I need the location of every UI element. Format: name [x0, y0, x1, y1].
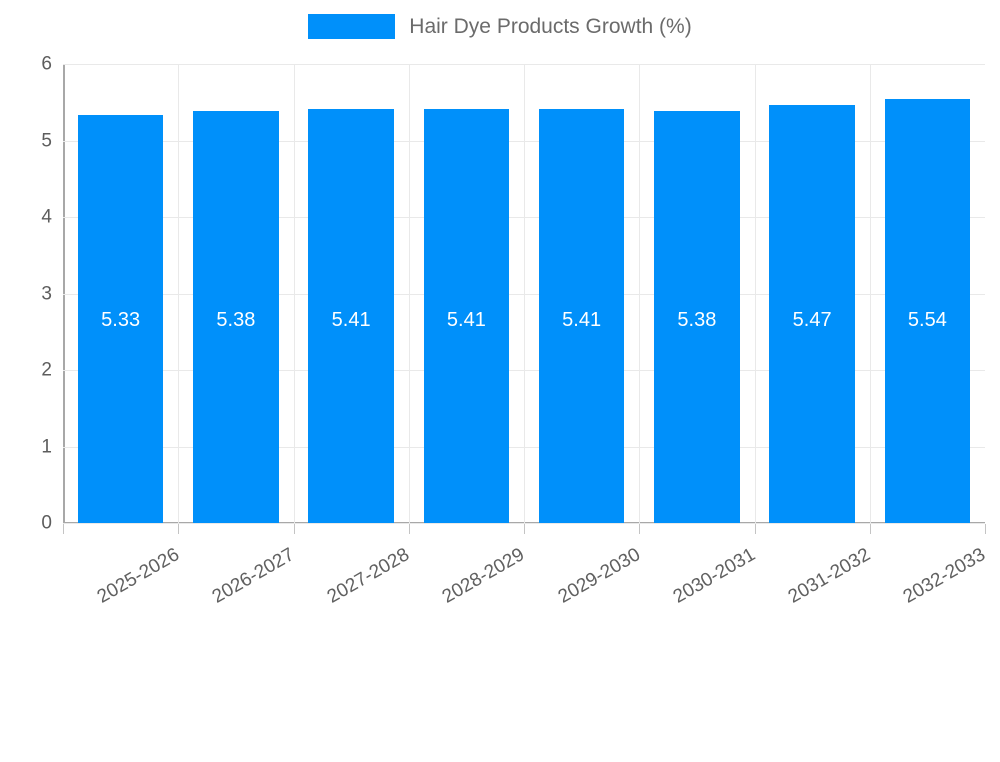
gridline-horizontal	[63, 523, 985, 524]
gridline-vertical	[870, 64, 871, 523]
bar-value-label: 5.33	[101, 309, 141, 331]
bar-value-label: 5.54	[907, 309, 947, 331]
y-axis-tick-label: 0	[41, 512, 52, 534]
y-axis-tick-label: 5	[41, 130, 52, 151]
gridline-vertical	[178, 64, 179, 523]
x-axis-tick-mark	[294, 524, 295, 534]
bar[interactable]	[538, 109, 625, 523]
bar[interactable]	[884, 99, 970, 523]
bar-chart: Hair Dye Products Growth (%) 5.33 5.38 5.4…	[0, 14, 1000, 608]
x-axis-tick-mark	[870, 524, 871, 534]
y-axis-tick-label: 2	[41, 359, 52, 381]
x-axis-tick-mark	[178, 524, 179, 534]
bar-value-label: 5.38	[677, 309, 717, 331]
x-axis-tick-mark	[985, 524, 986, 534]
gridline-vertical	[294, 64, 295, 523]
gridline-vertical	[755, 64, 756, 523]
y-axis-tick-label: 6	[41, 53, 52, 75]
bar[interactable]	[654, 111, 740, 523]
x-axis-tick-mark	[409, 524, 410, 534]
x-axis-tick-mark	[63, 524, 64, 534]
bar[interactable]	[77, 115, 164, 523]
bar[interactable]	[308, 109, 394, 523]
gridline-vertical	[524, 64, 525, 523]
gridline-vertical	[409, 64, 410, 523]
bar[interactable]	[423, 109, 509, 523]
bar-value-label: 5.41	[331, 309, 371, 331]
chart-legend: Hair Dye Products Growth (%)	[0, 14, 1000, 39]
gridline-vertical	[639, 64, 640, 523]
bar-value-label: 5.47	[792, 309, 832, 331]
legend-marker-hair-dye-products-growth[interactable]	[308, 14, 396, 39]
bar[interactable]	[769, 104, 855, 523]
y-axis-tick-label: 4	[41, 206, 52, 228]
bar-value-label: 5.41	[446, 309, 486, 331]
bar-value-label: 5.38	[216, 309, 256, 331]
y-axis-tick-label: 1	[41, 436, 52, 457]
y-axis-tick-label: 3	[41, 283, 52, 304]
x-axis-tick-mark	[755, 524, 756, 534]
x-axis-tick-mark	[524, 524, 525, 534]
legend-label-hair-dye-products-growth[interactable]: Hair Dye Products Growth (%)	[409, 15, 692, 38]
x-axis-tick-mark	[639, 524, 640, 534]
bar-value-label: 5.41	[562, 309, 602, 331]
bar[interactable]	[193, 111, 279, 523]
plot-area: 5.33 5.38 5.41 5.41 5.41 5.38 5.47 5.54	[63, 64, 985, 524]
